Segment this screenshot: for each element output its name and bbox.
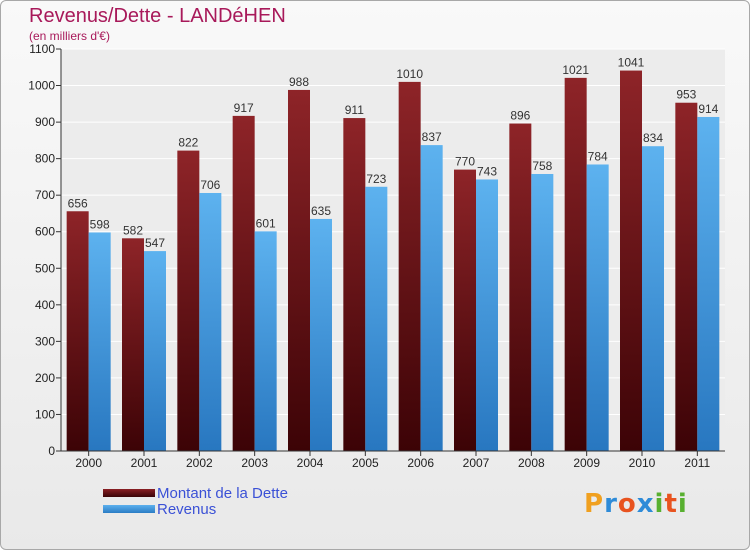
- logo-letter: P: [584, 489, 605, 519]
- data-label-dette: 770: [455, 155, 475, 169]
- logo-letter: i: [654, 489, 665, 519]
- bar-dette: [564, 77, 587, 451]
- bar-dette: [177, 150, 200, 451]
- bar-revenus: [586, 164, 609, 451]
- y-tick-label: 800: [35, 152, 55, 166]
- y-tick-label: 300: [35, 334, 55, 348]
- bar-dette: [288, 89, 310, 451]
- bar-dette: [398, 81, 421, 452]
- legend-swatch-dette: [103, 489, 155, 497]
- data-label-revenus: 758: [532, 159, 552, 173]
- bar-revenus: [365, 186, 388, 451]
- logo-letter: r: [604, 489, 618, 519]
- data-label-revenus: 723: [366, 172, 386, 186]
- bar-revenus: [476, 179, 498, 451]
- data-label-dette: 822: [178, 136, 198, 150]
- x-tick-label: 2003: [241, 456, 268, 470]
- bar-dette: [454, 169, 476, 451]
- x-tick-label: 2011: [684, 456, 710, 470]
- bar-dette: [675, 102, 698, 452]
- x-tick-label: 2010: [629, 456, 656, 470]
- data-label-revenus: 547: [145, 236, 165, 250]
- x-tick-label: 2008: [518, 456, 545, 470]
- data-label-dette: 1010: [396, 67, 423, 81]
- x-tick-label: 2000: [75, 456, 102, 470]
- data-label-revenus: 635: [311, 204, 331, 218]
- x-tick-label: 2001: [131, 456, 158, 470]
- x-tick-label: 2004: [297, 456, 324, 470]
- bar-revenus: [254, 231, 277, 451]
- bar-dette: [509, 123, 532, 451]
- bar-dette: [66, 211, 89, 451]
- bar-dette: [620, 70, 642, 451]
- y-tick-label: 1100: [29, 42, 55, 56]
- bar-revenus: [420, 145, 443, 451]
- data-label-revenus: 706: [200, 178, 220, 192]
- x-tick-label: 2002: [186, 456, 213, 470]
- data-label-dette: 896: [510, 109, 530, 123]
- data-label-dette: 656: [68, 196, 88, 210]
- x-tick-label: 2007: [463, 456, 490, 470]
- plot-background: [61, 49, 725, 451]
- data-label-dette: 1021: [562, 63, 589, 77]
- data-label-dette: 917: [234, 101, 254, 115]
- y-tick-label: 0: [48, 444, 55, 458]
- legend-label-revenus: Revenus: [157, 501, 217, 518]
- y-tick-label: 600: [35, 225, 55, 239]
- x-tick-label: 2009: [573, 456, 600, 470]
- bar-revenus: [642, 146, 664, 451]
- chart-subtitle: (en milliers d'€): [29, 29, 110, 43]
- bar-revenus: [144, 251, 166, 451]
- data-label-revenus: 601: [256, 216, 276, 230]
- chart-title: Revenus/Dette - LANDéHEN: [29, 5, 286, 27]
- legend-label-dette: Montant de la Dette: [157, 485, 288, 502]
- data-label-dette: 911: [345, 103, 364, 117]
- logo-letter: t: [664, 489, 678, 519]
- logo-letter: i: [677, 489, 688, 519]
- x-tick-label: 2006: [407, 456, 434, 470]
- y-tick-label: 700: [35, 188, 55, 202]
- data-label-revenus: 837: [422, 130, 442, 144]
- x-tick-label: 2005: [352, 456, 379, 470]
- bar-revenus: [199, 192, 222, 452]
- logo-letter: o: [617, 489, 637, 519]
- bar-revenus: [531, 173, 554, 451]
- y-tick-label: 1000: [28, 79, 55, 93]
- proxiti-logo: Proxiti: [584, 489, 688, 519]
- y-tick-label: 200: [35, 371, 55, 385]
- y-tick-label: 100: [35, 407, 55, 421]
- data-label-revenus: 834: [643, 131, 663, 145]
- logo-letter: x: [636, 489, 655, 519]
- y-tick-label: 500: [35, 261, 55, 275]
- bar-revenus: [310, 218, 332, 451]
- data-label-revenus: 784: [588, 149, 608, 163]
- data-label-revenus: 598: [90, 217, 110, 231]
- data-label-dette: 988: [289, 75, 309, 89]
- legend-swatch-revenus: [103, 505, 155, 513]
- data-label-revenus: 743: [477, 164, 497, 178]
- bar-dette: [122, 238, 144, 451]
- y-tick-label: 900: [35, 115, 55, 129]
- data-label-dette: 1041: [618, 56, 645, 70]
- bar-dette: [232, 115, 255, 452]
- bar-revenus: [697, 116, 720, 451]
- bar-revenus: [88, 232, 111, 451]
- data-label-dette: 953: [676, 88, 696, 102]
- y-tick-label: 400: [35, 298, 55, 312]
- bar-dette: [343, 118, 366, 451]
- data-label-revenus: 914: [698, 102, 718, 116]
- data-label-dette: 582: [123, 223, 143, 237]
